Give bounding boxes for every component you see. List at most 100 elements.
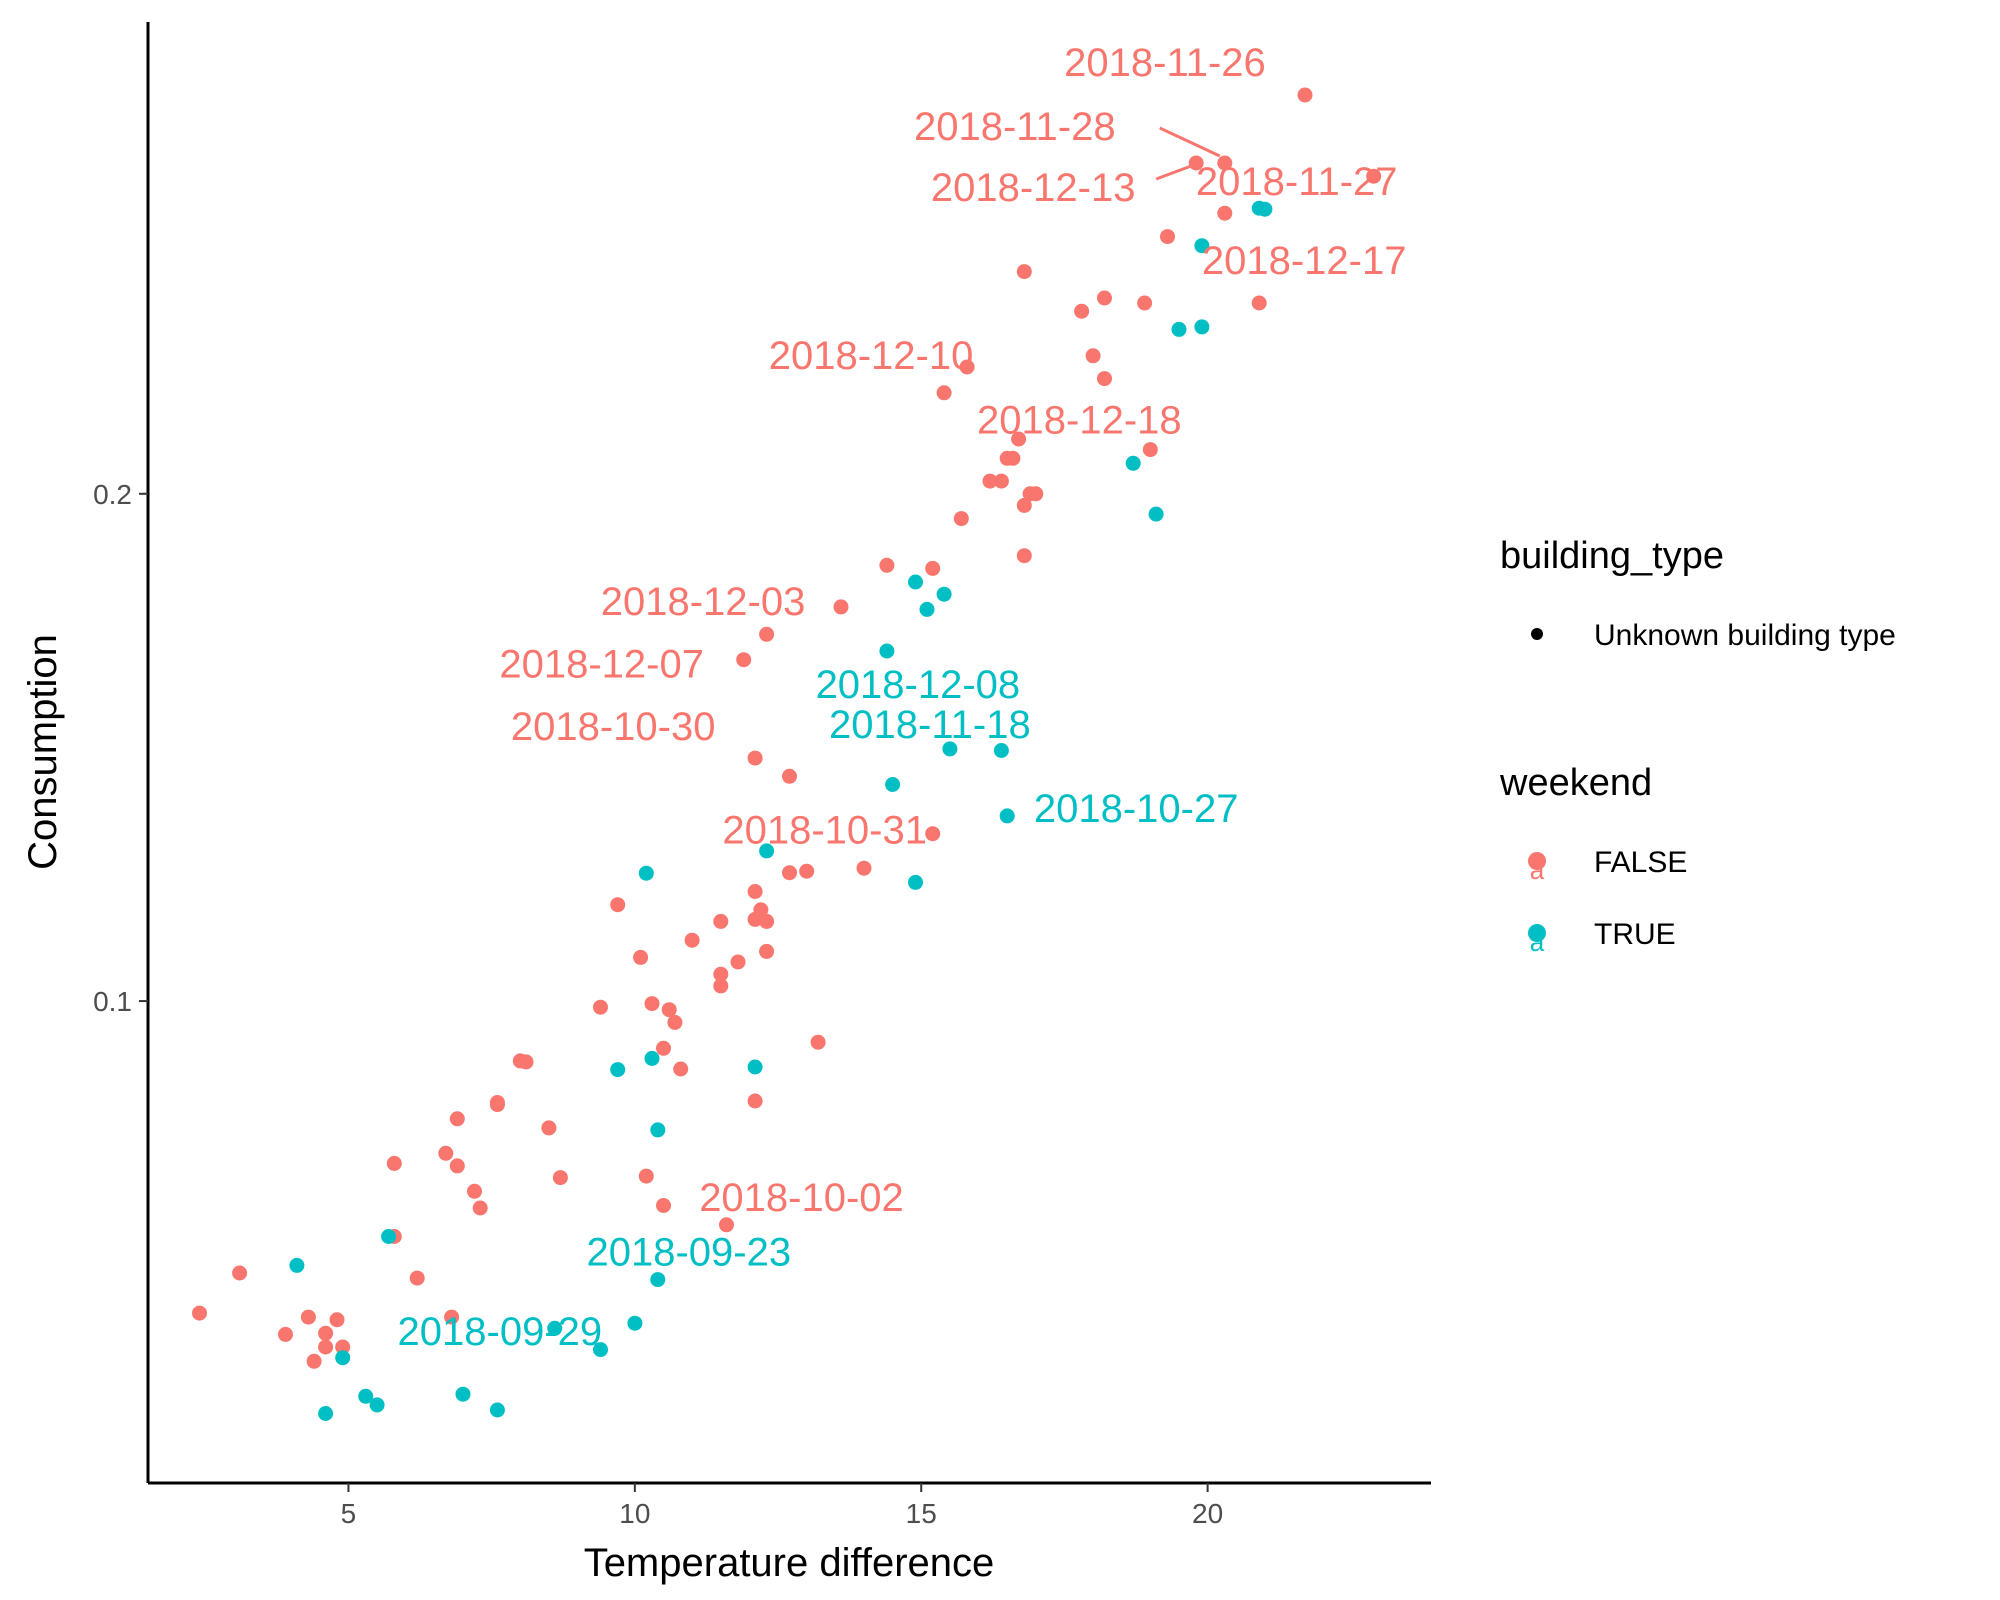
point-false-30 [736,652,752,668]
point-true-16 [638,865,654,881]
point-label-2018-11-18: 2018-11-18 [829,703,1031,747]
point-false-58 [747,1093,763,1109]
point-true-32 [489,1402,505,1418]
point-label-2018-12-13: 2018-12-13 [931,166,1136,210]
point-false-74 [232,1265,248,1281]
point-true-9 [919,601,935,617]
point-false-12 [1097,371,1112,387]
point-false-37 [747,884,763,899]
point-false-79 [318,1325,334,1341]
point-true-4 [1171,321,1187,337]
point-label-2018-10-27: 2018-10-27 [1034,787,1239,831]
point-false-61 [449,1111,465,1127]
point-false-47 [713,966,729,982]
point-false-48 [713,978,729,994]
point-false-81 [318,1339,334,1355]
point-label-2018-12-17: 2018-12-17 [1202,239,1407,283]
point-false-33 [925,826,941,842]
point-label-2018-11-26: 2018-11-26 [1064,41,1266,85]
point-label-2018-10-31: 2018-10-31 [722,809,927,853]
point-label-2018-10-02: 2018-10-02 [699,1176,904,1220]
point-true-18 [610,1062,626,1078]
point-true-23 [289,1257,305,1273]
point-false-51 [661,1002,677,1018]
y-tick-label: 0.1 [93,986,132,1017]
point-false-67 [552,1170,568,1186]
point-false-80 [278,1326,293,1342]
legend-label-false: FALSE [1594,846,1687,879]
point-true-30 [358,1388,374,1404]
point-false-20 [982,473,998,489]
point-false-31 [747,750,763,766]
point-false-38 [610,897,626,913]
point-true-1 [1257,201,1273,217]
point-false-77 [329,1312,345,1328]
point-false-83 [306,1353,322,1369]
point-false-64 [438,1145,454,1161]
point-false-23 [1016,497,1032,513]
point-false-60 [489,1097,505,1113]
point-true-7 [908,574,923,590]
point-false-63 [386,1155,402,1171]
point-false-42 [713,913,729,929]
y-axis-title: Consumption [21,634,65,870]
x-tick-label: 20 [1192,1498,1223,1529]
point-false-40 [747,911,763,927]
label-connector [1159,126,1221,158]
point-false-16 [1011,431,1027,447]
point-false-4 [1217,205,1233,221]
point-label-2018-11-28: 2018-11-28 [914,105,1116,149]
point-false-22 [1022,486,1038,502]
point-label-2018-12-10: 2018-12-10 [769,334,974,378]
point-true-5 [1125,455,1141,471]
point-false-6 [1016,264,1032,280]
legend-key-building-type [1531,628,1543,640]
point-true-28 [335,1350,351,1366]
point-true-3 [1194,319,1210,335]
point-false-71 [719,1217,734,1233]
point-label-2018-09-29: 2018-09-29 [398,1310,603,1354]
point-false-43 [684,932,700,948]
point-false-11 [1085,348,1101,364]
legend-title-weekend: weekend [1499,762,1652,804]
point-true-13 [885,777,901,792]
point-true-14 [999,808,1015,824]
point-false-19 [993,473,1009,489]
point-false-56 [518,1054,534,1070]
x-tick-label: 10 [619,1498,650,1529]
legend-title-building-type: building_type [1500,535,1724,577]
points-layer [192,87,1382,1421]
point-label-2018-12-03: 2018-12-03 [601,580,806,624]
point-false-24 [953,511,969,527]
point-false-46 [730,954,746,970]
point-label-2018-11-27: 2018-11-27 [1196,160,1398,204]
point-false-53 [810,1034,826,1050]
point-true-26 [547,1320,563,1336]
point-true-12 [993,743,1009,758]
point-true-25 [627,1315,643,1331]
legend-key-false-glyph: a [1530,855,1545,885]
x-axis-title: Temperature difference [584,1541,995,1585]
point-false-32 [782,768,797,784]
point-false-65 [449,1158,465,1174]
point-label-2018-12-18: 2018-12-18 [977,399,1182,443]
legend: building_type Unknown building type week… [1499,535,1896,957]
point-true-11 [942,741,958,757]
point-true-24 [650,1272,666,1288]
point-true-21 [650,1122,666,1138]
point-false-10 [1074,303,1090,319]
point-false-82 [335,1339,351,1355]
point-labels: 2018-11-26 2018-11-28 2018-12-13 2018-11-27… [398,41,1407,1354]
point-false-34 [856,860,872,876]
point-false-9 [1097,290,1112,306]
point-true-6 [1148,506,1164,522]
point-true-8 [936,586,952,602]
point-false-66 [638,1168,654,1184]
point-true-10 [879,643,895,659]
point-false-7 [1251,295,1267,311]
point-true-33 [318,1406,334,1421]
point-label-2018-12-07: 2018-12-07 [499,643,704,687]
point-false-14 [936,385,952,401]
point-false-3 [1366,168,1382,184]
